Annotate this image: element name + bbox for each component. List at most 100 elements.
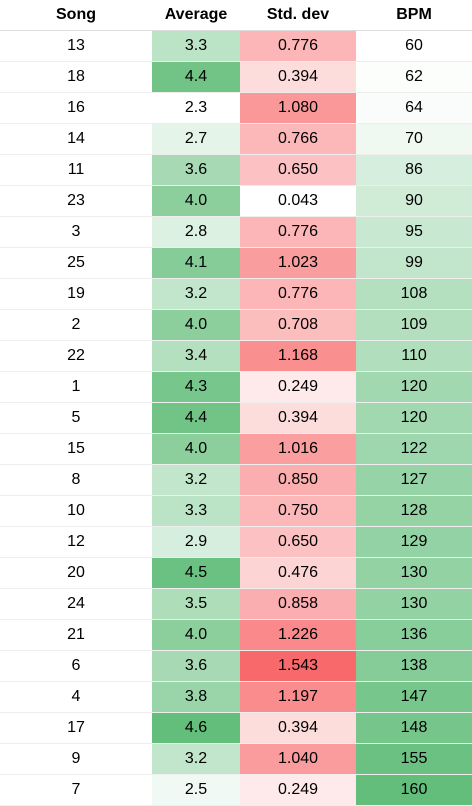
cell-average: 4.0 (152, 619, 240, 651)
cell-std-dev: 1.080 (240, 92, 356, 124)
cell-bpm: 130 (356, 557, 472, 589)
cell-std-dev: 1.016 (240, 433, 356, 465)
cell-average: 3.3 (152, 30, 240, 62)
cell-std-dev: 0.708 (240, 309, 356, 341)
header-song: Song (0, 0, 152, 31)
cell-average: 2.9 (152, 526, 240, 558)
header-bpm: BPM (356, 0, 472, 31)
cell-bpm: 122 (356, 433, 472, 465)
cell-std-dev: 0.249 (240, 371, 356, 403)
cell-song: 17 (0, 712, 152, 744)
table-row: 9 3.2 1.040 155 (0, 743, 472, 775)
cell-song: 9 (0, 743, 152, 775)
cell-bpm: 60 (356, 30, 472, 62)
cell-average: 3.6 (152, 650, 240, 682)
cell-std-dev: 1.226 (240, 619, 356, 651)
cell-std-dev: 0.776 (240, 216, 356, 248)
cell-std-dev: 0.476 (240, 557, 356, 589)
cell-average: 4.1 (152, 247, 240, 279)
cell-song: 24 (0, 588, 152, 620)
cell-song: 7 (0, 774, 152, 806)
table-row: 8 3.2 0.850 127 (0, 464, 472, 496)
cell-average: 2.3 (152, 92, 240, 124)
table-row: 7 2.5 0.249 160 (0, 774, 472, 806)
table-row: 25 4.1 1.023 99 (0, 247, 472, 279)
table-row: 16 2.3 1.080 64 (0, 92, 472, 124)
cell-bpm: 108 (356, 278, 472, 310)
cell-average: 2.7 (152, 123, 240, 155)
cell-std-dev: 0.394 (240, 712, 356, 744)
table-row: 12 2.9 0.650 129 (0, 526, 472, 558)
table-row: 4 3.8 1.197 147 (0, 681, 472, 713)
cell-std-dev: 0.394 (240, 402, 356, 434)
cell-average: 3.6 (152, 154, 240, 186)
cell-average: 3.4 (152, 340, 240, 372)
cell-std-dev: 0.750 (240, 495, 356, 527)
cell-average: 4.4 (152, 402, 240, 434)
cell-std-dev: 1.040 (240, 743, 356, 775)
cell-song: 5 (0, 402, 152, 434)
cell-song: 3 (0, 216, 152, 248)
table-row: 17 4.6 0.394 148 (0, 712, 472, 744)
cell-bpm: 70 (356, 123, 472, 155)
table-row: 14 2.7 0.766 70 (0, 123, 472, 155)
cell-average: 4.0 (152, 433, 240, 465)
header-average: Average (152, 0, 240, 31)
cell-average: 4.0 (152, 309, 240, 341)
cell-std-dev: 1.168 (240, 340, 356, 372)
cell-bpm: 95 (356, 216, 472, 248)
cell-average: 3.2 (152, 278, 240, 310)
table-body: 13 3.3 0.776 60 18 4.4 0.394 62 16 2.3 1.080 64 14 2.… (0, 30, 472, 806)
header-std-dev: Std. dev (240, 0, 356, 31)
cell-std-dev: 1.023 (240, 247, 356, 279)
cell-bpm: 86 (356, 154, 472, 186)
cell-average: 3.8 (152, 681, 240, 713)
cell-song: 19 (0, 278, 152, 310)
cell-bpm: 136 (356, 619, 472, 651)
cell-std-dev: 0.043 (240, 185, 356, 217)
table-row: 5 4.4 0.394 120 (0, 402, 472, 434)
cell-song: 21 (0, 619, 152, 651)
table-row: 1 4.3 0.249 120 (0, 371, 472, 403)
cell-bpm: 138 (356, 650, 472, 682)
cell-song: 23 (0, 185, 152, 217)
cell-bpm: 62 (356, 61, 472, 93)
cell-song: 14 (0, 123, 152, 155)
table-row: 10 3.3 0.750 128 (0, 495, 472, 527)
cell-average: 3.3 (152, 495, 240, 527)
cell-song: 2 (0, 309, 152, 341)
table-row: 2 4.0 0.708 109 (0, 309, 472, 341)
table-row: 20 4.5 0.476 130 (0, 557, 472, 589)
table-row: 15 4.0 1.016 122 (0, 433, 472, 465)
cell-average: 4.6 (152, 712, 240, 744)
table-row: 24 3.5 0.858 130 (0, 588, 472, 620)
cell-average: 3.2 (152, 464, 240, 496)
cell-std-dev: 0.850 (240, 464, 356, 496)
cell-average: 3.5 (152, 588, 240, 620)
cell-std-dev: 0.394 (240, 61, 356, 93)
cell-bpm: 64 (356, 92, 472, 124)
cell-bpm: 127 (356, 464, 472, 496)
cell-bpm: 148 (356, 712, 472, 744)
cell-bpm: 130 (356, 588, 472, 620)
cell-average: 2.8 (152, 216, 240, 248)
table-row: 21 4.0 1.226 136 (0, 619, 472, 651)
cell-song: 1 (0, 371, 152, 403)
cell-song: 13 (0, 30, 152, 62)
table-row: 19 3.2 0.776 108 (0, 278, 472, 310)
cell-std-dev: 0.766 (240, 123, 356, 155)
cell-song: 18 (0, 61, 152, 93)
cell-std-dev: 0.650 (240, 154, 356, 186)
cell-bpm: 128 (356, 495, 472, 527)
cell-bpm: 120 (356, 371, 472, 403)
cell-average: 4.4 (152, 61, 240, 93)
header-row: Song Average Std. dev BPM (0, 0, 472, 31)
cell-average: 3.2 (152, 743, 240, 775)
cell-bpm: 160 (356, 774, 472, 806)
table-row: 11 3.6 0.650 86 (0, 154, 472, 186)
cell-song: 22 (0, 340, 152, 372)
cell-song: 10 (0, 495, 152, 527)
table-row: 13 3.3 0.776 60 (0, 30, 472, 62)
cell-std-dev: 0.650 (240, 526, 356, 558)
